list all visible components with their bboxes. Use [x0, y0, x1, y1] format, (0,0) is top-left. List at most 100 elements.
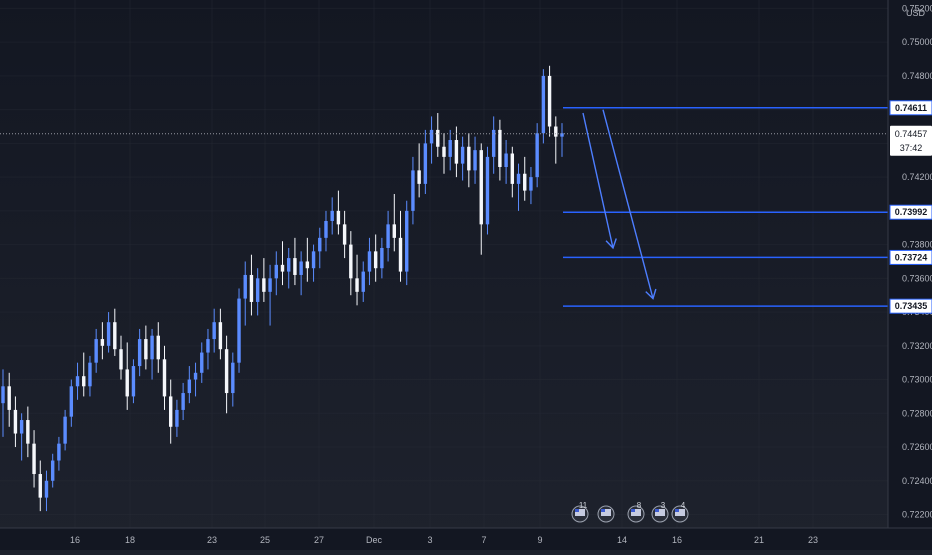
candle-body: [287, 258, 291, 272]
candle-body: [125, 369, 129, 397]
candle-body: [411, 170, 415, 211]
x-tick-label: 14: [617, 535, 627, 545]
candle-body: [156, 335, 160, 360]
candle-body: [38, 474, 42, 498]
candle-body: [7, 386, 11, 410]
candle-body: [355, 278, 359, 292]
candle-body: [405, 210, 409, 272]
candle-body: [63, 416, 67, 444]
horizontal-levels-group: [0, 107, 888, 307]
flag-icon: [601, 509, 611, 516]
candle-body: [529, 177, 533, 191]
candle-body: [224, 349, 229, 394]
candle-body: [330, 210, 334, 221]
events-group: 11 8 3 4: [571, 501, 689, 523]
candle-body: [429, 129, 434, 144]
y-tick-label: 0.75000: [902, 37, 932, 47]
x-tick-label: 21: [754, 535, 764, 545]
countdown-label: 37:42: [900, 143, 923, 153]
event-flag-icon[interactable]: 11: [571, 501, 589, 523]
candle-body: [342, 224, 347, 245]
y-tick-label: 0.73600: [902, 273, 932, 283]
candle-body: [336, 210, 341, 225]
candle-body: [212, 322, 216, 340]
level-price-label: 0.74611: [895, 103, 927, 113]
candle-body: [541, 75, 546, 134]
candle-body: [361, 271, 365, 292]
candle-body: [311, 251, 316, 269]
x-tick-label: 23: [808, 535, 818, 545]
level-price-box: [889, 100, 932, 116]
candle-body: [293, 258, 297, 275]
event-count: 11: [579, 501, 588, 510]
candle-body: [13, 409, 18, 434]
y-tick-label: 0.75200: [902, 3, 932, 13]
candle-body: [392, 224, 397, 238]
candle-body: [436, 129, 440, 147]
event-count: 8: [637, 501, 642, 510]
down-arrow: [602, 109, 654, 299]
candle-body: [113, 322, 117, 350]
candle-body: [206, 339, 210, 353]
candle-body: [386, 224, 390, 248]
candle-body: [137, 339, 142, 367]
candle-body: [547, 75, 552, 127]
candle-body: [69, 386, 74, 417]
candle-body: [523, 173, 527, 191]
event-flag-icon[interactable]: 4: [671, 501, 689, 523]
x-tick-label: Dec: [366, 535, 383, 545]
time-axis-bg: [0, 528, 932, 550]
candle-body: [88, 362, 92, 387]
y-tick-label: 0.74200: [902, 172, 932, 182]
candle-body: [119, 349, 123, 370]
price-axis[interactable]: 0.752000.750000.748000.746000.744000.742…: [887, 0, 932, 550]
candle-body: [200, 352, 204, 373]
event-flag-icon[interactable]: [597, 505, 615, 523]
candle-body: [94, 339, 98, 363]
candle-body: [274, 264, 278, 279]
x-tick-label: 23: [207, 535, 217, 545]
flag-icon: [575, 509, 585, 516]
candle-body: [280, 264, 285, 272]
flag-canton: [655, 509, 659, 512]
candle-body: [231, 362, 235, 394]
event-count: 3: [661, 501, 666, 510]
candle-body: [131, 366, 136, 397]
candle-body: [249, 274, 254, 302]
current-price-box: [890, 125, 932, 156]
candle-body: [318, 237, 322, 252]
candle-body: [510, 153, 515, 184]
event-flag-icon[interactable]: 3: [651, 501, 669, 523]
event-flag-icon[interactable]: 8: [627, 501, 645, 523]
candle-body: [32, 443, 36, 475]
candle-body: [75, 376, 80, 387]
candle-body: [162, 359, 167, 397]
candle-body: [144, 339, 148, 360]
candle-body: [193, 372, 198, 380]
candle-body: [168, 396, 173, 427]
candle-body: [150, 335, 154, 360]
flag-icon: [675, 509, 685, 516]
candles-group: [1, 65, 564, 512]
x-tick-label: 16: [70, 535, 80, 545]
candle-body: [491, 129, 496, 157]
candle-body: [473, 150, 477, 171]
x-tick-label: 3: [427, 535, 432, 545]
candle-body: [380, 247, 384, 269]
candle-body: [460, 146, 465, 164]
time-axis[interactable]: 16 18 23 25 27 Dec 3 7 9 14 16 21 23: [0, 527, 932, 550]
y-axis-unit: USD: [906, 8, 926, 18]
candle-body: [26, 420, 30, 444]
candle-body: [423, 143, 428, 184]
candle-body: [305, 261, 310, 269]
candle-body: [504, 153, 508, 168]
candle-body: [100, 339, 105, 346]
y-tick-label: 0.72400: [902, 476, 932, 486]
candle-body: [218, 322, 223, 350]
candle-body: [373, 251, 378, 269]
x-tick-label: 16: [672, 535, 682, 545]
candle-body: [560, 133, 564, 137]
candle-body: [479, 150, 483, 225]
